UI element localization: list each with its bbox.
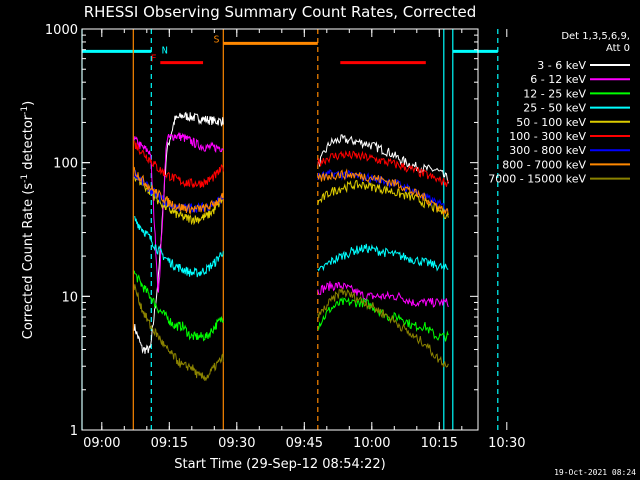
plot-frame [81,28,479,431]
legend-label: 100 - 300 keV [509,130,586,143]
series-line [317,168,449,216]
series-line [317,169,449,213]
series-line [133,270,224,342]
y-tick-label: 1000 [45,23,78,38]
series-lines [133,111,449,382]
y-axis-label-text: ) [21,101,36,106]
legend-header: Att 0 [606,43,630,54]
legend-label: 3 - 6 keV [537,59,586,72]
series-line [133,166,224,215]
flag-label: N [162,46,168,57]
timestamp: 19-Oct-2021 08:24 [554,468,636,477]
x-tick-label: 10:15 [421,436,458,451]
series-line [317,134,449,184]
legend-header: Det 1,3,5,6,9, [561,31,630,42]
x-tick-label: 09:45 [286,436,323,451]
x-tick-label: 09:15 [151,436,188,451]
series-line [317,150,449,187]
y-tick-label: 10 [61,290,78,305]
y-axis-label: Corrected Count Rate (s-1 detector-1) [20,101,36,339]
series-line [317,180,449,220]
x-tick-label: 09:30 [218,436,255,451]
legend-label: 6 - 12 keV [530,73,586,86]
axes: 1 10 100 1000 09:00 09:15 09:30 09:45 10:00 10:15… [45,23,526,451]
series-line [133,284,224,382]
series-line [133,140,224,189]
y-axis-label-text: Corrected Count Rate (s [21,183,36,340]
series-line [317,281,449,308]
legend-label: 7000 - 15000 keV [488,173,586,186]
series-line [317,296,449,342]
x-axis-label: Start Time (29-Sep-12 08:54:22) [174,457,385,472]
legend-label: 12 - 25 keV [523,87,586,100]
legend-label: 300 - 800 keV [509,144,586,157]
series-line [317,243,449,272]
x-tick-label: 10:30 [488,436,525,451]
series-line [133,131,224,293]
flag-bars: S FN [82,34,498,65]
chart-title: RHESSI Observing Summary Count Rates, Co… [84,3,477,21]
time-markers [81,29,499,430]
y-tick-label: 1 [70,424,78,439]
flag-label: F [151,54,157,65]
series-line [317,288,449,368]
y-axis-label-sup: -1 [20,106,30,115]
y-axis-label-sup: -1 [20,174,30,183]
y-axis-label-text: detector [21,114,36,174]
x-tick-label: 09:00 [83,436,120,451]
series-line [133,111,224,354]
flag-label: S [214,34,220,45]
legend-label: 25 - 50 keV [523,102,586,115]
x-tick-label: 10:00 [353,436,390,451]
series-line [134,216,224,278]
series-line [133,176,224,226]
y-tick-label: 100 [53,157,78,172]
legend-label: 50 - 100 keV [516,116,586,129]
legend-label: 800 - 7000 keV [502,158,586,171]
